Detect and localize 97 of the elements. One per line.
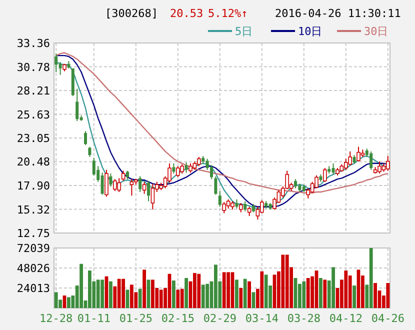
candlestick — [84, 130, 87, 146]
bar — [197, 274, 201, 308]
candlestick — [172, 162, 176, 174]
y-tick-label: 72039 — [16, 242, 50, 255]
bar — [54, 292, 58, 308]
chart-title: [300268] — [105, 7, 158, 20]
candlestick — [294, 178, 297, 189]
bar — [142, 270, 146, 308]
candlestick — [328, 166, 331, 174]
bar — [260, 271, 264, 308]
candlestick — [264, 200, 268, 210]
bar — [239, 288, 243, 308]
candlestick — [67, 60, 70, 69]
bar — [100, 280, 104, 308]
candlestick — [252, 203, 255, 213]
bar — [184, 278, 188, 308]
candlestick — [130, 178, 134, 196]
candlestick — [54, 53, 58, 73]
candlestick — [184, 162, 188, 174]
bar — [176, 290, 180, 308]
candlestick — [370, 150, 373, 170]
bar — [248, 281, 251, 308]
x-tick-label: 03-28 — [287, 312, 320, 325]
candlestick — [244, 200, 247, 212]
x-tick-label: 02-29 — [203, 312, 236, 325]
bar — [138, 288, 142, 308]
candlestick — [92, 157, 96, 176]
bar — [386, 283, 390, 308]
text: 5.12%↑ — [208, 7, 248, 20]
candlestick — [109, 173, 112, 187]
bar — [285, 254, 289, 308]
y-tick-label: 15.32 — [16, 203, 50, 216]
x-tick-label: 03-14 — [245, 312, 279, 325]
bar — [302, 281, 306, 308]
candlestick — [302, 184, 306, 192]
candlestick — [202, 156, 205, 164]
candlestick — [76, 88, 79, 122]
bar — [206, 284, 209, 308]
y-tick-label: 24013 — [16, 282, 50, 295]
y-tick-label: 25.63 — [16, 108, 50, 122]
bar — [151, 280, 154, 308]
bar — [159, 290, 163, 308]
bar — [226, 272, 230, 308]
bar — [130, 284, 134, 308]
candlestick — [150, 183, 155, 210]
legend-label: 5日 — [235, 25, 253, 38]
legend-label: 30日 — [364, 25, 388, 38]
bar — [214, 264, 218, 308]
text: 20.53 — [170, 7, 204, 20]
candlestick — [332, 162, 335, 175]
candlestick — [352, 154, 356, 164]
bar — [122, 278, 125, 308]
bar — [67, 297, 70, 308]
candlestick — [298, 183, 302, 192]
y-tick-label: 33.36 — [16, 37, 50, 50]
x-tick-label: 04-12 — [329, 312, 362, 325]
bar — [96, 280, 100, 308]
bar — [172, 280, 176, 308]
bar — [344, 270, 348, 308]
bar — [109, 281, 112, 308]
x-tick-label: 01-25 — [119, 312, 152, 325]
x-tick-label: 02-15 — [161, 312, 194, 325]
y-tick-label: 30.78 — [16, 60, 50, 74]
bar — [319, 278, 322, 308]
bar — [117, 278, 121, 308]
bar — [235, 280, 238, 308]
bar — [306, 278, 310, 308]
bar — [352, 286, 356, 308]
bar — [323, 280, 327, 308]
bar — [243, 278, 247, 308]
bar — [369, 248, 373, 308]
legend-label: 10日 — [298, 25, 322, 38]
candlestick — [147, 180, 150, 202]
candlestick — [268, 202, 272, 210]
bar — [180, 288, 184, 308]
bar — [193, 273, 196, 308]
bar — [264, 274, 268, 308]
y-tick-label: 28.21 — [16, 84, 50, 98]
y-tick-label: 12.75 — [16, 227, 50, 240]
x-tick-label: 12-28 — [40, 312, 73, 325]
x-tick-label: 01-11 — [77, 312, 110, 325]
candlestick — [235, 198, 238, 210]
bar — [222, 272, 226, 308]
bar — [281, 254, 285, 308]
bar — [332, 267, 335, 308]
bar — [80, 264, 83, 308]
y-tick-label: 23.05 — [16, 132, 50, 146]
bar — [88, 270, 92, 308]
y-tick-label: 20.48 — [16, 156, 50, 169]
bar — [201, 284, 205, 308]
candlestick — [210, 164, 213, 180]
x-tick-label: 04-26 — [371, 312, 404, 325]
y-tick-label: 48026 — [16, 262, 50, 275]
bar — [374, 283, 377, 308]
candlestick — [319, 174, 322, 182]
y-tick-label: 17.90 — [16, 180, 50, 193]
text: 2016-04-26 11:30:11 — [275, 7, 401, 20]
